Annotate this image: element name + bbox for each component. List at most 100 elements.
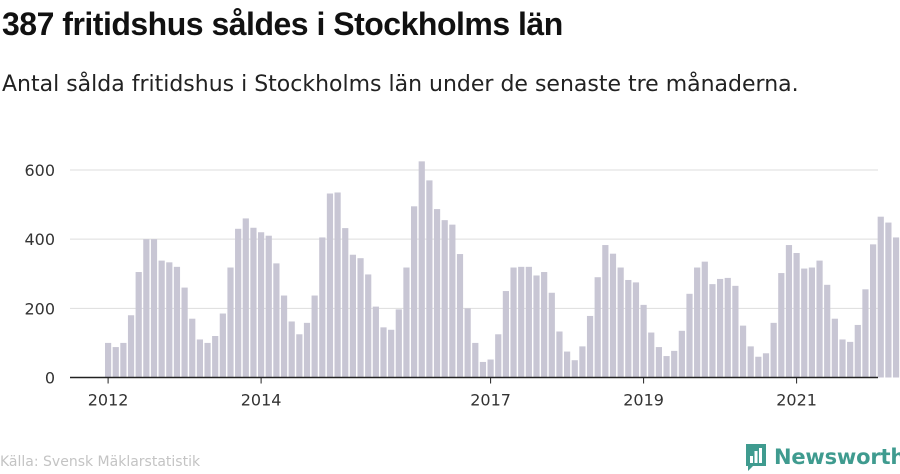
bar <box>349 254 356 378</box>
bar <box>778 273 785 378</box>
bar <box>556 331 563 378</box>
bar <box>892 237 900 378</box>
bar <box>105 342 112 378</box>
bar <box>602 245 609 378</box>
bar <box>212 336 219 378</box>
bar <box>502 291 509 378</box>
bar <box>372 306 379 378</box>
bar <box>824 284 831 378</box>
bar <box>808 267 815 378</box>
bar <box>793 253 800 378</box>
bar <box>755 356 762 378</box>
bar <box>120 342 127 378</box>
bar <box>143 239 150 378</box>
brand-logo: Newsworthy <box>744 442 900 472</box>
bar <box>694 267 701 378</box>
bar <box>449 224 456 378</box>
bar <box>885 222 892 378</box>
bar <box>173 266 181 378</box>
bar <box>617 267 624 378</box>
bar <box>518 266 525 378</box>
x-tick-label: 2019 <box>623 391 664 410</box>
bar <box>303 322 311 378</box>
bar <box>571 360 578 378</box>
y-tick-label: 600 <box>24 161 55 180</box>
bar <box>839 339 846 378</box>
bar <box>862 289 869 378</box>
bar <box>564 351 571 378</box>
brand-name: Newsworthy <box>774 445 900 469</box>
bar <box>816 260 823 378</box>
bar <box>472 342 479 378</box>
bar <box>732 285 739 378</box>
bar <box>227 267 234 378</box>
bar <box>150 239 158 378</box>
bar <box>288 321 295 378</box>
bar <box>456 254 464 378</box>
x-tick-label: 2021 <box>776 391 817 410</box>
bar <box>441 220 448 378</box>
bar <box>411 206 418 378</box>
bar <box>365 274 372 378</box>
bar <box>663 356 670 378</box>
bar <box>686 293 693 378</box>
y-tick-label: 0 <box>45 369 55 388</box>
bar <box>877 216 884 378</box>
bar <box>395 309 402 378</box>
bar <box>158 260 165 378</box>
bar <box>258 232 265 378</box>
bar <box>870 244 877 378</box>
bar <box>181 287 188 378</box>
bar <box>747 346 754 378</box>
bar <box>426 180 433 378</box>
bar <box>479 361 487 378</box>
bar <box>166 262 173 378</box>
bar <box>342 228 349 378</box>
bar <box>594 277 601 378</box>
bar <box>586 315 594 378</box>
bar <box>242 218 249 378</box>
bar <box>709 284 716 378</box>
bar <box>701 261 708 378</box>
bar <box>510 267 517 378</box>
x-tick-label: 2017 <box>470 391 511 410</box>
bar <box>357 258 364 378</box>
newsworthy-logo-icon <box>746 444 766 471</box>
bar <box>326 193 334 378</box>
bar <box>785 245 793 378</box>
bar <box>273 263 280 378</box>
bar <box>739 325 747 378</box>
bar <box>127 315 135 378</box>
bar <box>250 227 257 378</box>
bar <box>533 275 540 378</box>
y-tick-label: 200 <box>24 299 55 318</box>
bar <box>380 327 387 378</box>
bar <box>717 278 724 378</box>
bar <box>433 209 441 378</box>
bar <box>418 161 425 378</box>
bar <box>671 350 678 378</box>
bar <box>135 272 142 378</box>
bar <box>311 295 318 378</box>
bar <box>403 267 410 378</box>
bar <box>724 277 731 378</box>
axes: 020040060038720122014201720192021 <box>24 161 878 410</box>
bar <box>296 334 303 378</box>
x-tick-label: 2012 <box>88 391 129 410</box>
bar <box>189 318 196 378</box>
bar <box>487 359 494 378</box>
bar <box>319 237 326 378</box>
bar <box>265 235 272 378</box>
bar <box>609 253 617 378</box>
bar <box>525 266 532 378</box>
bar <box>770 322 777 378</box>
gridlines <box>70 169 878 309</box>
bar <box>219 313 226 378</box>
bars <box>105 161 900 378</box>
bar <box>831 318 838 378</box>
bar <box>235 228 242 378</box>
bar <box>640 304 647 378</box>
bar <box>854 324 861 378</box>
x-tick-label: 2014 <box>241 391 282 410</box>
